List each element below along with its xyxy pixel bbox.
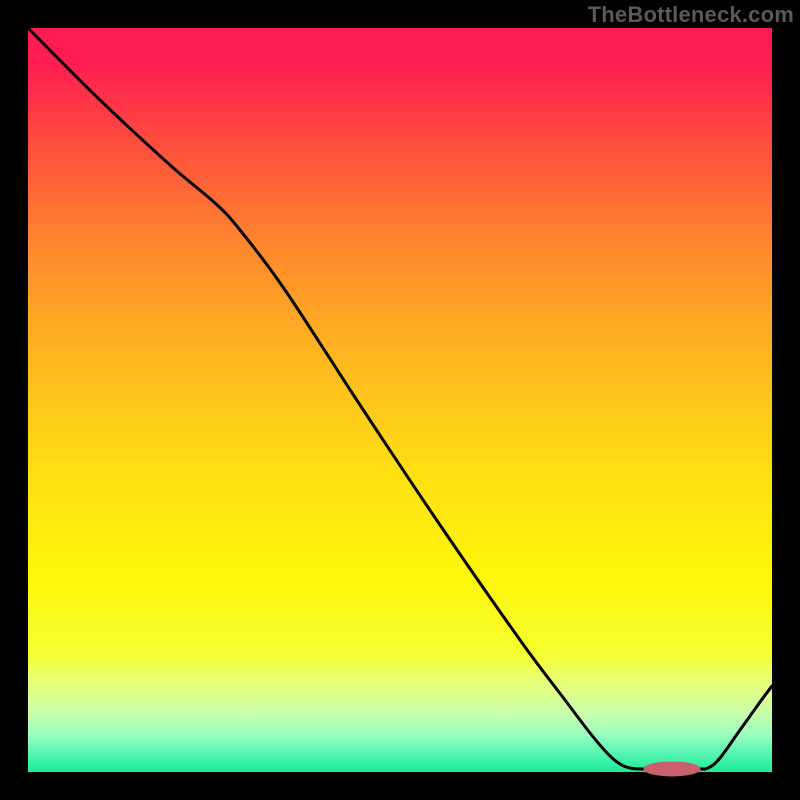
watermark-text: TheBottleneck.com: [588, 2, 794, 28]
gradient-panel: [28, 28, 772, 772]
chart-container: { "watermark": "TheBottleneck.com", "cha…: [0, 0, 800, 800]
optimum-marker: [644, 762, 700, 776]
curve-chart: [0, 0, 800, 800]
